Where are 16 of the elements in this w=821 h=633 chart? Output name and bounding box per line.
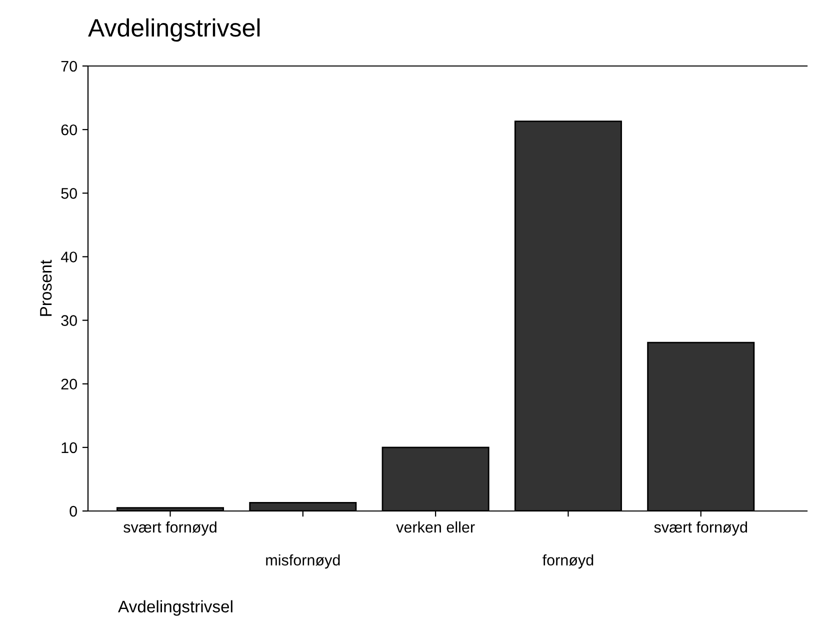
x-tick-label: misfornøyd <box>266 554 340 569</box>
x-tick-label: fornøyd <box>542 554 594 569</box>
x-axis-title: Avdelingstrivsel <box>118 600 232 616</box>
x-tick-label: verken eller <box>396 521 475 533</box>
y-tick-label: 0 <box>70 506 77 517</box>
y-tick-label: 50 <box>61 188 77 199</box>
chart-title: Avdelingstrivsel <box>88 18 260 42</box>
y-axis-title: Prosent <box>40 260 52 316</box>
y-tick-label: 70 <box>61 60 77 72</box>
y-tick-label: 40 <box>60 252 77 262</box>
y-tick-label: 60 <box>61 124 77 136</box>
x-tick-label: svært fornøyd <box>654 521 748 536</box>
y-tick-label: 10 <box>62 442 77 454</box>
x-tick-label: svært fornøyd <box>124 521 216 536</box>
y-tick-label: 20 <box>61 378 77 390</box>
y-tick-label: 30 <box>61 315 77 326</box>
